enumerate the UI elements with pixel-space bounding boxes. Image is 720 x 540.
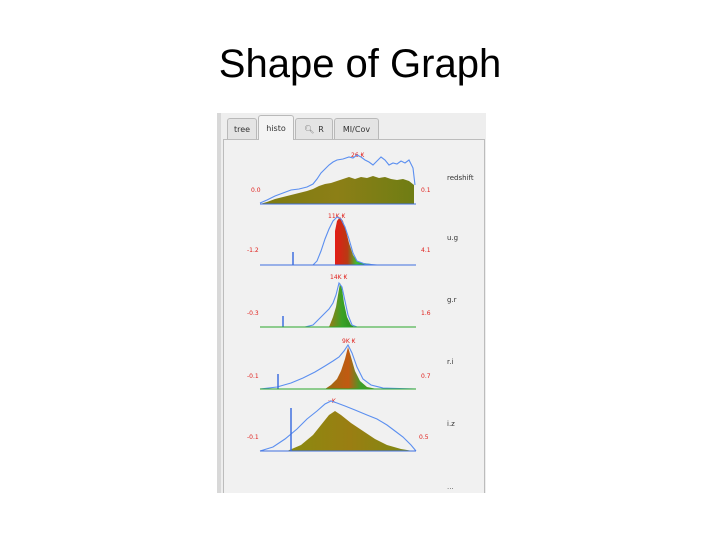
histogram-i-z[interactable]: -0.1 0.5 ··K i.z (247, 398, 455, 452)
histogram-redshift[interactable]: 0.0 0.1 26 ₭ redshift (251, 152, 474, 205)
iz-fill (287, 411, 413, 451)
ug-min-label: -1.2 (247, 247, 259, 254)
tab-tree[interactable]: tree (227, 118, 257, 139)
iz-name-label: i.z (447, 420, 455, 428)
ri-name-label: r.i (447, 358, 453, 366)
histogram-g-r[interactable]: -0.3 1.6 14K ₭ g.r (247, 274, 457, 328)
tab-r[interactable]: 🔍︎ R (295, 118, 333, 139)
gr-name-label: g.r (447, 296, 457, 304)
ug-name-label: u.g (447, 234, 458, 242)
redshift-name-label: redshift (447, 174, 474, 182)
app-window: tree histo 🔍︎ R MI/Cov (217, 113, 486, 493)
ri-max-label: 0.7 (421, 373, 431, 380)
slide-title: Shape of Graph (218, 42, 502, 86)
ri-outline (259, 343, 417, 390)
tab-histo-label: histo (266, 123, 286, 133)
gr-fill (329, 283, 355, 327)
gr-max-label: 1.6 (421, 310, 431, 317)
gr-min-label: -0.3 (247, 310, 259, 317)
gr-outline (260, 281, 416, 328)
redshift-max-label: 0.1 (421, 187, 431, 194)
redshift-fill (260, 176, 414, 204)
redshift-min-label: 0.0 (251, 187, 261, 194)
tab-r-label: R (318, 124, 324, 134)
ug-max-label: 4.1 (421, 247, 431, 254)
window-left-edge (217, 113, 221, 493)
ri-min-label: -0.1 (247, 373, 259, 380)
tab-mi-cov[interactable]: MI/Cov (334, 118, 379, 139)
ug-outline (260, 216, 416, 266)
more-histograms-label: ... (447, 483, 454, 491)
iz-min-label: -0.1 (247, 434, 259, 441)
gr-peak-label: 14K ₭ (330, 274, 347, 281)
ri-fill (325, 347, 377, 389)
iz-max-label: 0.5 (419, 434, 429, 441)
tab-histo[interactable]: histo (258, 115, 294, 140)
redshift-outline (259, 154, 416, 204)
ri-peak-label: 9K ₭ (342, 338, 356, 345)
search-icon: 🔍︎ (304, 124, 315, 134)
histogram-u-g[interactable]: -1.2 4.1 11K ₭ u.g (247, 213, 458, 266)
histogram-r-i[interactable]: -0.1 0.7 9K ₭ r.i (247, 338, 453, 390)
tab-tree-label: tree (233, 124, 251, 134)
tab-mi-cov-label: MI/Cov (342, 124, 371, 134)
histograms-canvas: 0.0 0.1 26 ₭ redshift -1.2 4.1 11K ₭ u.g… (247, 152, 474, 491)
ug-fill (335, 217, 371, 265)
iz-outline (259, 400, 417, 452)
